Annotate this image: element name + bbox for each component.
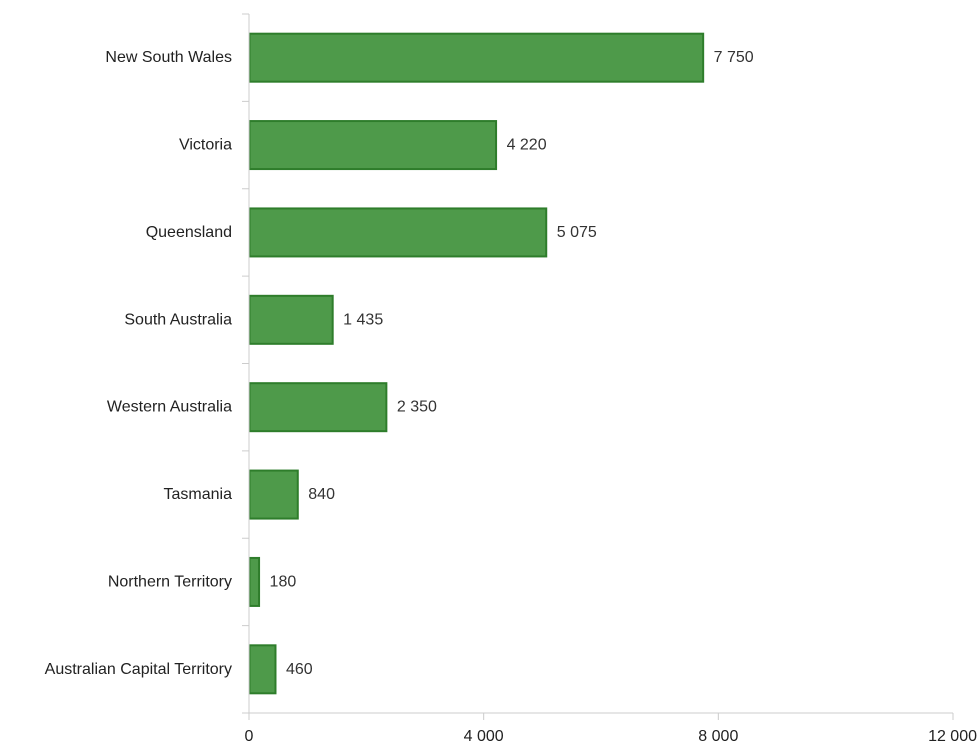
bar-value-label: 2 350	[397, 399, 437, 416]
bar-value-label: 1 435	[343, 311, 383, 328]
category-label: Western Australia	[107, 399, 232, 416]
bar	[248, 32, 705, 83]
category-label: Queensland	[146, 224, 232, 241]
x-tick-label: 4 000	[464, 728, 504, 745]
category-label: Australian Capital Territory	[45, 661, 232, 678]
bar-value-label: 4 220	[507, 137, 547, 154]
category-label: South Australia	[124, 311, 232, 328]
bar	[248, 294, 334, 345]
bar	[248, 644, 277, 695]
bar	[248, 469, 299, 520]
category-label: Northern Territory	[108, 573, 232, 590]
bars-group	[248, 32, 705, 695]
x-ticks-group: 0 4 000 8 000 12 000	[242, 13, 977, 745]
bar-value-label: 840	[308, 486, 335, 503]
bar-value-label: 460	[286, 661, 313, 678]
category-label: Victoria	[179, 137, 232, 154]
bar	[248, 556, 261, 607]
value-labels-group: 7 750 4 220 5 075 1 435 2 350 840 180 460	[270, 49, 754, 678]
category-label: New South Wales	[105, 49, 232, 66]
category-labels-group: New South Wales Victoria Queensland South A…	[45, 49, 232, 678]
category-label: Tasmania	[164, 486, 233, 503]
bar	[248, 120, 498, 171]
bar-value-label: 180	[270, 573, 297, 590]
x-tick-label: 12 000	[928, 728, 977, 745]
axes-group	[248, 14, 953, 714]
bar	[248, 207, 548, 258]
x-tick-label: 0	[245, 728, 254, 745]
x-tick-label: 8 000	[698, 728, 738, 745]
bar-value-label: 5 075	[557, 224, 597, 241]
bar	[248, 382, 388, 433]
bar-value-label: 7 750	[714, 49, 754, 66]
